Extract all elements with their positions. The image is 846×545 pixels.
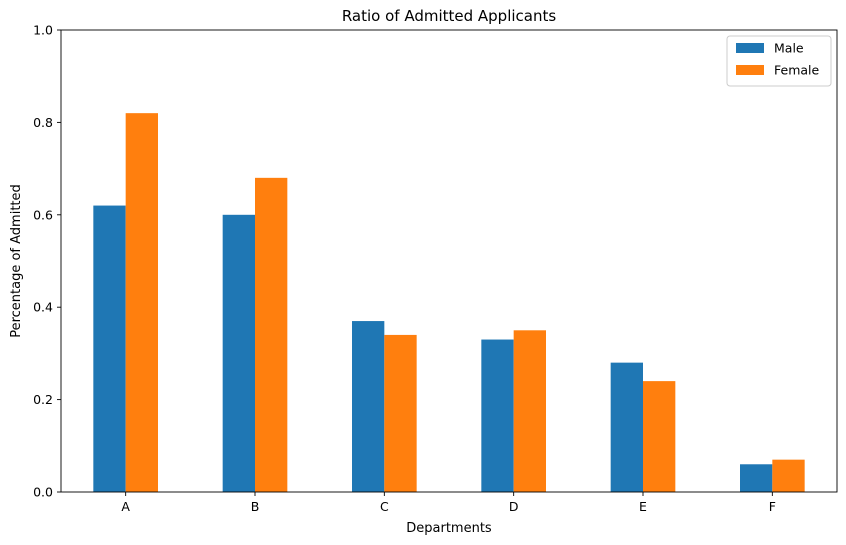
bar-male-b bbox=[222, 214, 255, 493]
bar-female-a bbox=[125, 113, 158, 492]
chart-title: Ratio of Admitted Applicants bbox=[342, 7, 557, 25]
bar-female-d bbox=[513, 330, 546, 492]
bar-female-f bbox=[772, 459, 805, 492]
legend-swatch-male bbox=[736, 43, 764, 53]
y-tick-label: 0.0 bbox=[33, 485, 53, 500]
plot-area-frame bbox=[60, 29, 838, 493]
y-axis-title: Percentage of Admitted bbox=[9, 184, 24, 338]
y-tick-label: 0.4 bbox=[33, 300, 53, 315]
bar-female-e bbox=[643, 381, 676, 492]
legend-swatch-female bbox=[736, 65, 764, 75]
y-tick-label: 0.6 bbox=[33, 207, 53, 222]
bar-female-b bbox=[255, 177, 288, 492]
bar-male-a bbox=[93, 205, 126, 492]
y-tick-label: 0.8 bbox=[33, 115, 53, 130]
legend: Male Female bbox=[726, 35, 832, 87]
bar-male-e bbox=[610, 362, 643, 492]
bar-male-f bbox=[740, 464, 773, 492]
x-tick-label: E bbox=[639, 499, 647, 514]
x-tick-label: A bbox=[121, 499, 130, 514]
x-axis-title: Departments bbox=[406, 521, 492, 536]
legend-label-female: Female bbox=[774, 63, 820, 78]
bar-male-d bbox=[481, 339, 514, 492]
x-tick-label: C bbox=[380, 499, 389, 514]
x-tick-label: B bbox=[251, 499, 260, 514]
y-tick-label: 1.0 bbox=[33, 23, 53, 38]
bar-female-c bbox=[384, 334, 417, 492]
x-tick-label: F bbox=[769, 499, 776, 514]
y-tick-label: 0.2 bbox=[33, 392, 53, 407]
x-axis: A B C D E F bbox=[121, 492, 776, 514]
bar-male-c bbox=[352, 321, 385, 492]
bars-layer bbox=[93, 113, 805, 493]
y-axis: 0.0 0.2 0.4 0.6 0.8 1.0 bbox=[33, 23, 61, 500]
legend-label-male: Male bbox=[774, 41, 804, 56]
x-tick-label: D bbox=[509, 499, 519, 514]
